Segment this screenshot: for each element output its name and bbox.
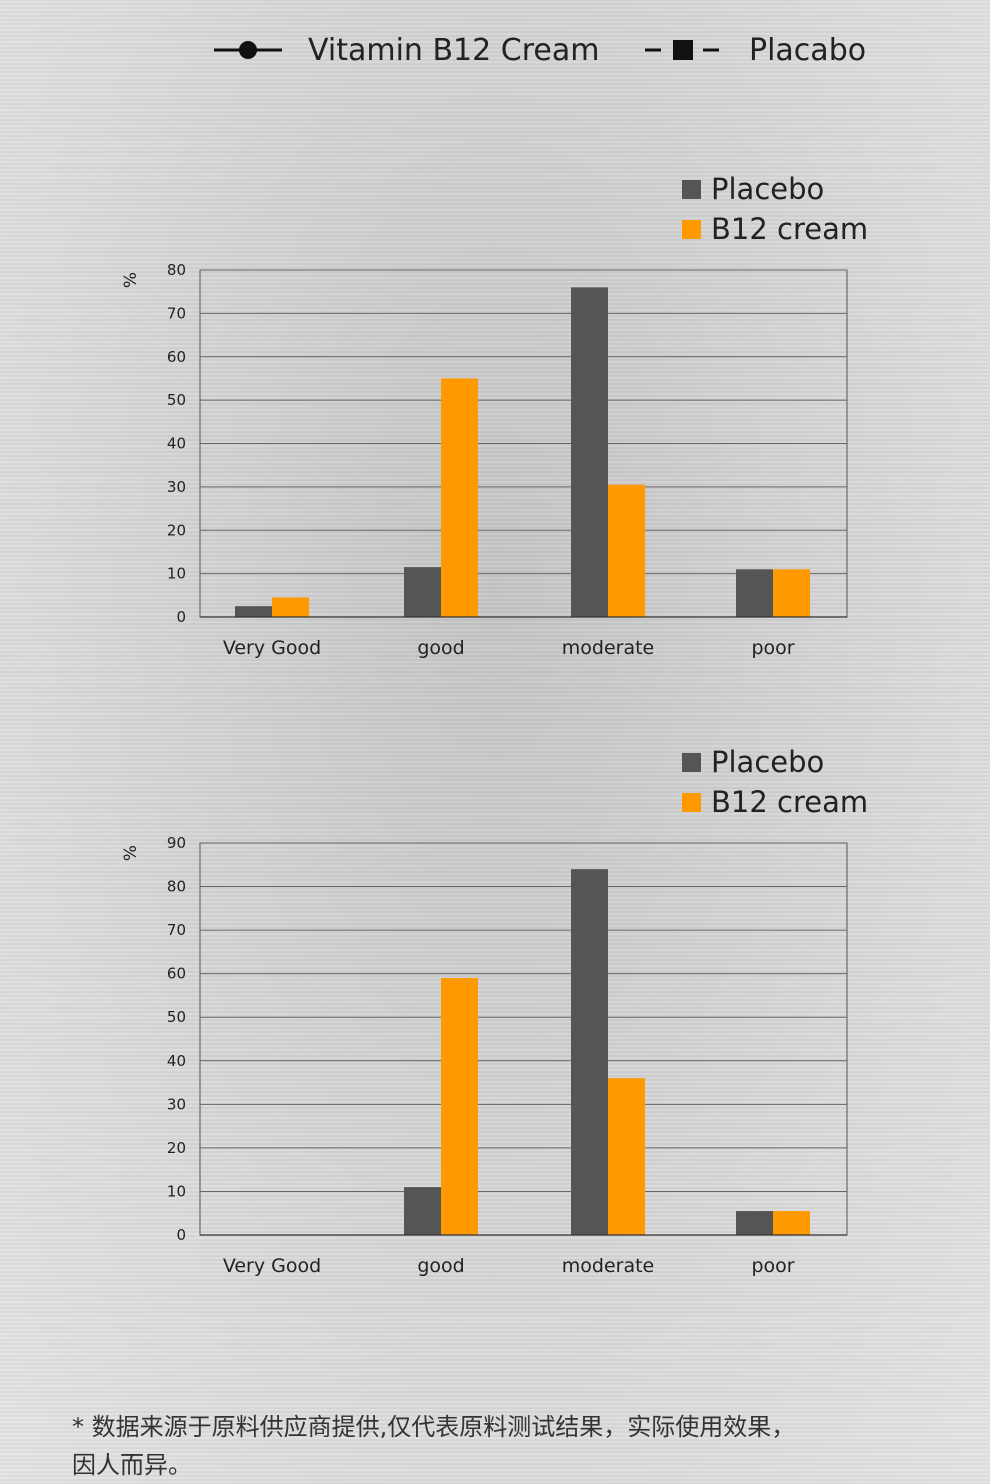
chart-2-plot: 0 10 20 30 40 50 60 70 80 90% Very Good good moderat… xyxy=(121,834,848,1277)
chart-1-legend-label-placebo: Placebo xyxy=(711,172,825,206)
chart-2-y-tick-label-1: 10 xyxy=(167,1182,186,1200)
chart-1-y-tick-label-3: 30 xyxy=(167,478,186,496)
chart-2-x-category-label-1: good xyxy=(417,1255,464,1277)
chart-2-legend-item-b12: B12 cream xyxy=(682,782,868,822)
chart-2-legend: Placebo B12 cream xyxy=(682,742,868,822)
footnote-line-1: * 数据来源于原料供应商提供,仅代表原料测试结果，实际使用效果， xyxy=(72,1413,796,1441)
chart-2-legend-swatch-b12 xyxy=(682,792,701,812)
chart-1-plot: 0 10 20 30 40 50 60 70 80% Very Good good moderate p… xyxy=(121,261,848,659)
chart-2-y-tick-label-7: 70 xyxy=(167,921,186,939)
chart-2-y-tick-label-4: 40 xyxy=(167,1052,186,1070)
top-legend-label-b12: Vitamin B12 Cream xyxy=(308,32,600,68)
chart-2-legend-swatch-placebo xyxy=(682,752,701,772)
chart-1-y-tick-label-1: 10 xyxy=(167,565,186,583)
chart-2-y-tick-label-6: 60 xyxy=(167,965,186,983)
chart-2-y-tick-label-9: 90 xyxy=(167,834,186,852)
chart-1-y-tick-label-6: 60 xyxy=(167,348,186,366)
chart-2-y-tick-label-0: 0 xyxy=(176,1226,186,1244)
chart-2-y-tick-label-5: 50 xyxy=(167,1008,186,1026)
chart-2-bar-b12-3 xyxy=(773,1211,810,1235)
circle-line-icon xyxy=(214,41,282,59)
chart-1-bar-placebo-3 xyxy=(736,569,773,617)
chart-1-x-category-label-0: Very Good xyxy=(223,637,321,659)
chart-2-bar-placebo-3 xyxy=(736,1211,773,1235)
chart-2-y-tick-label-3: 30 xyxy=(167,1095,186,1113)
chart-2-y-tick-label-2: 20 xyxy=(167,1139,186,1157)
chart-1-bar-placebo-1 xyxy=(404,567,441,617)
chart-1-x-category-label-2: moderate xyxy=(562,637,654,659)
chart-1-y-tick-label-8: 80 xyxy=(167,261,186,279)
chart-1-bar-b12-1 xyxy=(441,378,478,617)
chart-2-bar-placebo-1 xyxy=(404,1187,441,1235)
chart-1-legend-swatch-placebo xyxy=(682,179,701,199)
chart-1-y-tick-label-0: 0 xyxy=(176,608,186,626)
footnote: * 数据来源于原料供应商提供,仅代表原料测试结果，实际使用效果， 因人而异。 xyxy=(72,1408,892,1484)
chart-1-bar-placebo-0 xyxy=(235,606,272,617)
chart-1-bar-b12-2 xyxy=(608,484,645,617)
bar-chart-1: Placebo B12 cream 0 10 20 30 40 50 60 70 80% Very… xyxy=(0,165,990,685)
chart-1-legend: Placebo B12 cream xyxy=(682,169,868,249)
chart-2-x-category-label-2: moderate xyxy=(562,1255,654,1277)
top-legend: Vitamin B12 Cream Placabo xyxy=(0,24,990,76)
chart-1-y-tick-label-5: 50 xyxy=(167,391,186,409)
chart-2-x-category-label-0: Very Good xyxy=(223,1255,321,1277)
top-legend-label-placebo: Placabo xyxy=(749,32,867,68)
top-legend-item-placebo: Placabo xyxy=(645,24,866,76)
chart-1-y-tick-label-2: 20 xyxy=(167,521,186,539)
chart-2-legend-item-placebo: Placebo xyxy=(682,742,868,782)
footnote-line-2: 因人而异。 xyxy=(72,1451,192,1479)
chart-2-bar-b12-2 xyxy=(608,1078,645,1235)
chart-2-x-category-label-3: poor xyxy=(751,1255,794,1277)
chart-1-y-tick-label-4: 40 xyxy=(167,435,186,453)
bar-chart-2: Placebo B12 cream 0 10 20 30 40 50 60 70 80 90% Ve… xyxy=(0,738,990,1298)
square-dash-icon xyxy=(645,40,719,60)
chart-2-plot-frame xyxy=(199,842,848,1236)
chart-1-y-axis-label: % xyxy=(121,272,141,288)
chart-2-y-axis-label: % xyxy=(121,845,141,861)
chart-2-legend-label-placebo: Placebo xyxy=(711,745,825,779)
chart-1-bar-b12-3 xyxy=(773,569,810,617)
chart-1-bar-b12-0 xyxy=(272,597,309,617)
chart-1-x-category-label-1: good xyxy=(417,637,464,659)
top-legend-item-b12: Vitamin B12 Cream xyxy=(214,24,599,76)
chart-2-legend-label-b12: B12 cream xyxy=(711,785,869,819)
chart-2-y-tick-label-8: 80 xyxy=(167,878,186,896)
chart-2-bar-placebo-2 xyxy=(571,869,608,1235)
chart-1-legend-item-placebo: Placebo xyxy=(682,169,868,209)
chart-1-x-category-label-3: poor xyxy=(751,637,794,659)
chart-1-legend-label-b12: B12 cream xyxy=(711,212,869,246)
chart-1-y-tick-label-7: 70 xyxy=(167,304,186,322)
chart-2-bar-b12-1 xyxy=(441,978,478,1235)
chart-1-bar-placebo-2 xyxy=(571,287,608,617)
chart-1-legend-swatch-b12 xyxy=(682,219,701,239)
chart-1-legend-item-b12: B12 cream xyxy=(682,209,868,249)
